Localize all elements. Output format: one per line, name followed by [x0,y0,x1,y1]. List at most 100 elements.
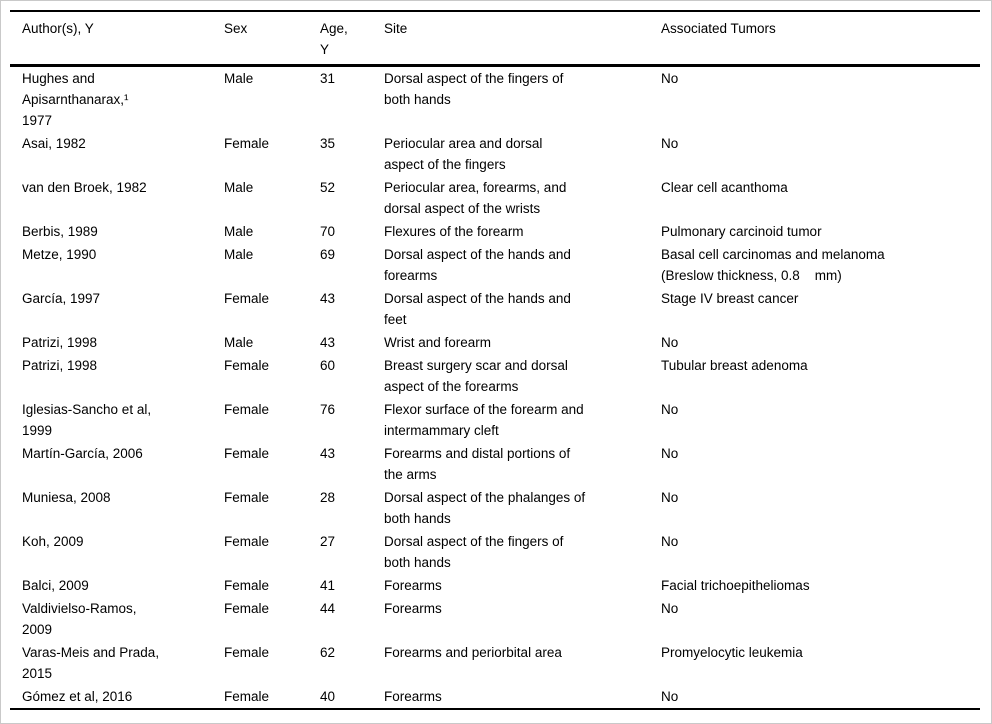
cell-sex: Female [224,291,270,306]
table-row: Martín-García, 2006 Female 43 Forearms and … [10,442,980,486]
table-row: Gómez et al, 2016 Female 40 Forearms No [10,685,980,709]
cell-associated_tumors: No [661,335,679,350]
cell-site: Forearms [384,689,442,704]
cell-age_y: 43 [320,335,336,350]
cell-associated_tumors: No [661,490,679,505]
cell-site: Dorsal aspect of the hands and forearms [384,247,571,283]
cell-age_y: 44 [320,601,336,616]
table-row: Iglesias-Sancho et al, 1999 Female 76 Flexo… [10,398,980,442]
cell-age_y: 52 [320,180,336,195]
column-header-age_y: Age, Y [320,21,348,57]
cell-author_y: Gómez et al, 2016 [22,689,133,704]
cell-associated_tumors: No [661,601,679,616]
cell-author_y: Varas-Meis and Prada, 2015 [22,645,160,681]
cell-author_y: Valdivielso-Ramos, 2009 [22,601,137,637]
cell-author_y: Asai, 1982 [22,136,86,151]
cell-author_y: García, 1997 [22,291,101,306]
table-row: Balci, 2009 Female 41 Forearms Facial tricho… [10,574,980,597]
cell-age_y: 76 [320,402,336,417]
cell-site: Dorsal aspect of the hands and feet [384,291,571,327]
cell-sex: Male [224,335,254,350]
cell-age_y: 60 [320,358,336,373]
cell-site: Forearms and distal portions of the arms [384,446,571,482]
cell-sex: Female [224,446,270,461]
cell-associated_tumors: No [661,689,679,704]
cell-author_y: Iglesias-Sancho et al, 1999 [22,402,152,438]
cell-associated_tumors: Stage IV breast cancer [661,291,799,306]
table-header: Author(s), Y Sex Age, Y Site Associated Tumo… [10,11,980,66]
cell-sex: Female [224,402,270,417]
table-row: Hughes and Apisarnthanarax,¹ 1977 Male 31 D… [10,66,980,133]
cell-sex: Female [224,490,270,505]
cell-age_y: 43 [320,291,336,306]
cell-sex: Male [224,71,254,86]
cell-sex: Female [224,534,270,549]
table-row: Patrizi, 1998 Male 43 Wrist and forearm No [10,331,980,354]
cell-author_y: Martín-García, 2006 [22,446,143,461]
cell-sex: Male [224,180,254,195]
column-header-associated_tumors: Associated Tumors [661,21,776,36]
cell-author_y: Muniesa, 2008 [22,490,111,505]
cell-age_y: 41 [320,578,336,593]
cell-sex: Female [224,358,270,373]
table-body: Hughes and Apisarnthanarax,¹ 1977 Male 31 D… [10,66,980,710]
cell-age_y: 40 [320,689,336,704]
cell-author_y: van den Broek, 1982 [22,180,147,195]
cell-age_y: 35 [320,136,336,151]
column-header-sex: Sex [224,21,248,36]
cell-associated_tumors: No [661,71,679,86]
cell-site: Wrist and forearm [384,335,492,350]
cell-site: Periocular area and dorsal aspect of the… [384,136,543,172]
cell-site: Forearms [384,601,442,616]
cell-site: Forearms and periorbital area [384,645,562,660]
cell-sex: Female [224,601,270,616]
cell-author_y: Hughes and Apisarnthanarax,¹ 1977 [22,71,129,128]
table-row: García, 1997 Female 43 Dorsal aspect of the… [10,287,980,331]
cell-author_y: Koh, 2009 [22,534,84,549]
cell-age_y: 27 [320,534,336,549]
cell-author_y: Balci, 2009 [22,578,89,593]
cell-author_y: Berbis, 1989 [22,224,98,239]
cell-associated_tumors: Promyelocytic leukemia [661,645,803,660]
cell-age_y: 70 [320,224,336,239]
cell-age_y: 62 [320,645,336,660]
column-header-author_y: Author(s), Y [22,21,94,36]
table-row: Metze, 1990 Male 69 Dorsal aspect of the ha… [10,243,980,287]
table-header-row: Author(s), Y Sex Age, Y Site Associated Tumo… [10,11,980,66]
cell-author_y: Patrizi, 1998 [22,335,98,350]
cell-sex: Female [224,645,270,660]
table-row: Patrizi, 1998 Female 60 Breast surgery scar… [10,354,980,398]
cell-site: Breast surgery scar and dorsal aspect of… [384,358,568,394]
cell-associated_tumors: Pulmonary carcinoid tumor [661,224,822,239]
cell-site: Dorsal aspect of the fingers of both han… [384,71,564,107]
cell-site: Flexures of the forearm [384,224,524,239]
cell-author_y: Metze, 1990 [22,247,97,262]
cell-site: Forearms [384,578,442,593]
cell-associated_tumors: No [661,402,679,417]
cell-site: Periocular area, forearms, and dorsal as… [384,180,567,216]
cell-age_y: 69 [320,247,336,262]
table-row: Asai, 1982 Female 35 Periocular area and do… [10,132,980,176]
table-row: Koh, 2009 Female 27 Dorsal aspect of the fi… [10,530,980,574]
cell-sex: Male [224,224,254,239]
table-row: Varas-Meis and Prada, 2015 Female 62 Forear… [10,641,980,685]
cell-site: Dorsal aspect of the fingers of both han… [384,534,564,570]
table-row: Valdivielso-Ramos, 2009 Female 44 Forearms N… [10,597,980,641]
cell-sex: Female [224,136,270,151]
cell-associated_tumors: No [661,446,679,461]
table-row: Berbis, 1989 Male 70 Flexures of the forear… [10,220,980,243]
cell-associated_tumors: Clear cell acanthoma [661,180,788,195]
cell-site: Flexor surface of the forearm and interm… [384,402,584,438]
cell-age_y: 31 [320,71,336,86]
cell-age_y: 28 [320,490,336,505]
cell-sex: Female [224,578,270,593]
cell-associated_tumors: Basal cell carcinomas and melanoma (Bres… [661,247,885,283]
table-row: Muniesa, 2008 Female 28 Dorsal aspect of th… [10,486,980,530]
case-report-table: Author(s), Y Sex Age, Y Site Associated Tumo… [10,10,980,710]
cell-associated_tumors: No [661,534,679,549]
cell-associated_tumors: Tubular breast adenoma [661,358,808,373]
cell-sex: Male [224,247,254,262]
column-header-site: Site [384,21,408,36]
cell-associated_tumors: No [661,136,679,151]
